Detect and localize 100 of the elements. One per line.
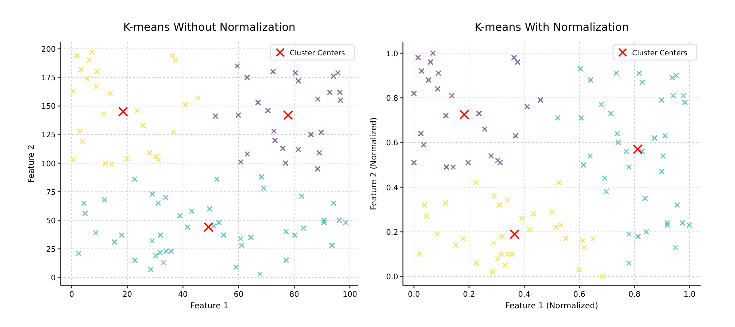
- point: [156, 157, 162, 163]
- point: [292, 232, 298, 238]
- point: [418, 68, 425, 74]
- point: [538, 97, 544, 104]
- point: [149, 238, 156, 244]
- point: [434, 86, 441, 92]
- point: [502, 262, 508, 269]
- point: [244, 74, 250, 81]
- point: [82, 210, 88, 217]
- y-tick-label: 75: [46, 188, 56, 197]
- point: [272, 138, 278, 144]
- point: [321, 220, 328, 226]
- x-tick-label: 0.8: [628, 290, 641, 300]
- point: [639, 148, 646, 155]
- y-tick-label: 100: [42, 159, 56, 168]
- point: [512, 133, 519, 139]
- point: [600, 274, 606, 280]
- point: [424, 214, 430, 220]
- point: [466, 160, 472, 166]
- y-tick-label: 25: [46, 244, 56, 254]
- y-tick-label: 175: [42, 74, 56, 83]
- point: [214, 176, 220, 182]
- point: [148, 266, 154, 273]
- y-tick-label: 0.8: [386, 94, 399, 103]
- y-tick-label: 200: [42, 44, 56, 54]
- point: [308, 132, 314, 138]
- chart-title: K-means Without Normalization: [124, 20, 296, 34]
- point: [587, 153, 594, 160]
- point: [89, 50, 96, 56]
- point: [415, 54, 422, 61]
- point: [77, 128, 84, 134]
- point: [258, 174, 265, 180]
- point: [220, 232, 227, 238]
- point: [411, 90, 418, 97]
- point: [626, 260, 632, 266]
- y-tick-label: 125: [42, 130, 56, 140]
- point: [335, 70, 342, 76]
- point: [626, 164, 632, 170]
- point: [608, 110, 614, 117]
- point: [170, 53, 176, 59]
- point: [670, 92, 677, 99]
- point: [94, 69, 100, 75]
- point: [590, 236, 597, 242]
- point: [639, 80, 646, 86]
- point: [602, 176, 608, 182]
- point: [283, 229, 290, 235]
- y-tick-label: 0.4: [386, 183, 399, 192]
- point: [162, 194, 169, 201]
- point: [482, 126, 488, 132]
- point: [150, 191, 156, 198]
- point: [662, 133, 668, 139]
- point: [296, 78, 302, 84]
- point: [244, 151, 250, 158]
- point: [555, 115, 562, 122]
- point: [578, 66, 584, 72]
- point: [315, 96, 322, 102]
- point: [140, 122, 146, 129]
- point: [80, 138, 86, 145]
- point: [70, 157, 77, 163]
- x-tick-label: 100: [342, 290, 358, 300]
- point: [664, 222, 670, 228]
- point: [316, 150, 322, 156]
- point: [580, 238, 586, 244]
- point: [491, 193, 498, 200]
- point: [476, 110, 482, 117]
- point: [321, 218, 328, 224]
- point: [514, 59, 521, 66]
- point: [212, 114, 219, 120]
- x-tick-label: 1.0: [684, 290, 696, 300]
- point: [490, 269, 496, 276]
- point: [299, 194, 305, 200]
- point: [236, 112, 242, 118]
- point: [132, 176, 138, 182]
- y-tick-label: 1.0: [386, 49, 399, 58]
- point: [652, 135, 658, 142]
- point: [177, 213, 184, 219]
- point: [182, 102, 189, 108]
- point: [337, 90, 344, 96]
- point: [255, 100, 262, 106]
- point: [155, 200, 162, 206]
- point: [434, 231, 440, 238]
- x-axis-title: Feature 1 (Normalized): [506, 300, 598, 311]
- point: [238, 236, 244, 242]
- point: [499, 234, 506, 240]
- point: [118, 106, 128, 117]
- point: [604, 188, 610, 195]
- point: [426, 77, 432, 84]
- point: [626, 231, 632, 238]
- point: [134, 108, 141, 114]
- point: [495, 158, 501, 164]
- point: [411, 160, 418, 166]
- point: [436, 70, 442, 76]
- x-axis-title: Feature 1: [190, 300, 229, 311]
- point: [496, 202, 503, 208]
- point: [300, 226, 307, 232]
- point: [582, 244, 588, 251]
- point: [86, 58, 92, 64]
- y-axis-title: Feature 2 (Normalized): [368, 118, 379, 210]
- point: [172, 58, 179, 64]
- point: [453, 242, 460, 248]
